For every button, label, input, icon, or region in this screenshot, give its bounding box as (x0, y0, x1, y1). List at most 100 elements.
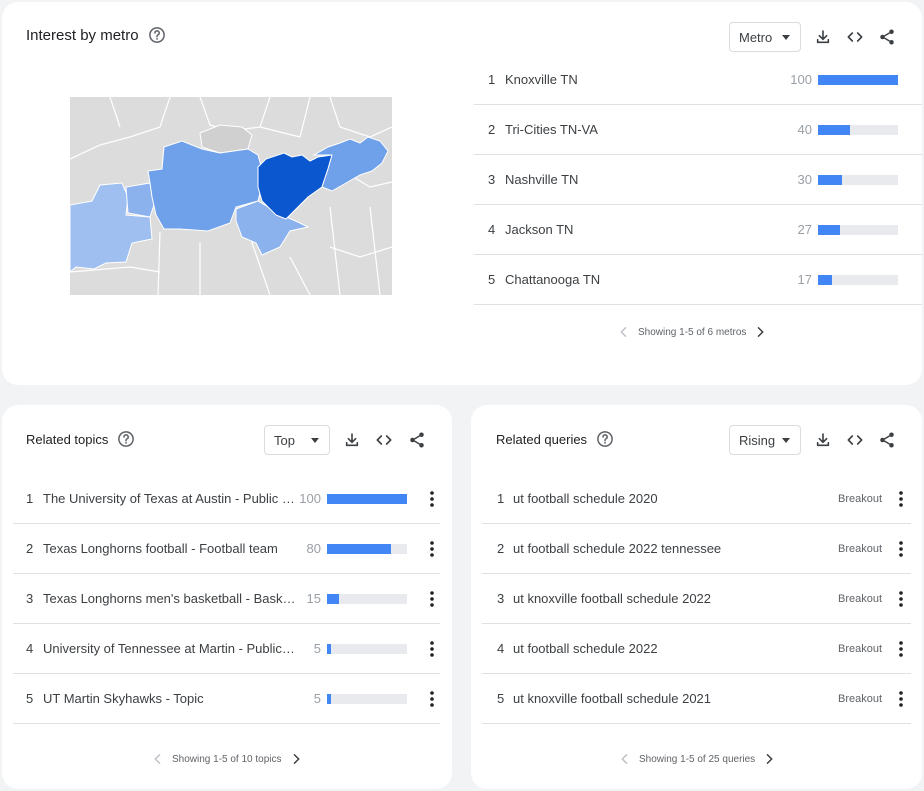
metro-row-label: Jackson TN (505, 222, 574, 237)
metro-row-value: 30 (797, 172, 812, 187)
topic-row-bar-fill (327, 494, 407, 504)
metro-row-value: 100 (790, 72, 812, 87)
queries-dropdown-value: Rising (739, 432, 776, 448)
more-vert-icon[interactable] (893, 639, 909, 659)
more-vert-icon[interactable] (893, 689, 909, 709)
topic-row-bar-fill (327, 544, 391, 554)
chevron-left-icon[interactable] (150, 751, 166, 767)
metro-row[interactable]: 5 Chattanooga TN 17 (474, 255, 922, 305)
queries-type-dropdown[interactable]: Rising (729, 425, 801, 455)
topics-list: 1 The University of Texas at Austin - Pu… (13, 474, 440, 729)
topic-row[interactable]: 4 University of Tennessee at Martin - Pu… (13, 624, 440, 674)
topics-card-title: Related topics (26, 430, 135, 448)
map-region-none (199, 124, 253, 154)
chevron-left-icon[interactable] (617, 751, 633, 767)
help-icon[interactable] (148, 26, 166, 44)
topic-row-label: The University of Texas at Austin - Publ… (43, 491, 297, 506)
metro-row-label: Chattanooga TN (505, 272, 601, 287)
metro-row-rank: 1 (488, 72, 496, 87)
metro-pager-text: Showing 1-5 of 6 metros (638, 326, 747, 338)
query-row-rank: 1 (497, 491, 505, 506)
metro-row-bar (818, 125, 898, 135)
topic-row-rank: 2 (26, 541, 34, 556)
chevron-right-icon[interactable] (752, 324, 768, 340)
query-row-rank: 5 (497, 691, 505, 706)
topic-row-label: Texas Longhorns men's basketball - Baske… (43, 591, 297, 606)
more-vert-icon[interactable] (424, 489, 440, 509)
topic-row[interactable]: 5 UT Martin Skyhawks - Topic 5 (13, 674, 440, 724)
metro-row-rank: 5 (488, 272, 496, 287)
more-vert-icon[interactable] (893, 539, 909, 559)
share-icon[interactable] (877, 27, 897, 47)
topic-row-label: Texas Longhorns football - Football team (43, 541, 278, 556)
metro-list: 1 Knoxville TN 100 2 Tri-Cities TN-VA 40… (474, 55, 922, 310)
topic-row[interactable]: 2 Texas Longhorns football - Football te… (13, 524, 440, 574)
dropdown-caret-icon (782, 35, 790, 40)
topic-row-value: 5 (313, 641, 321, 656)
metro-row[interactable]: 1 Knoxville TN 100 (474, 55, 922, 105)
more-vert-icon[interactable] (424, 689, 440, 709)
dropdown-caret-icon (311, 438, 319, 443)
metro-row[interactable]: 4 Jackson TN 27 (474, 205, 922, 255)
topic-row-label: University of Tennessee at Martin - Publ… (43, 641, 297, 656)
queries-card-title: Related queries (496, 430, 614, 448)
metro-row-rank: 4 (488, 222, 496, 237)
metro-row-label: Knoxville TN (505, 72, 578, 87)
metro-row-bar (818, 175, 898, 185)
help-icon[interactable] (117, 430, 135, 448)
query-row[interactable]: 2 ut football schedule 2022 tennessee Br… (482, 524, 911, 574)
topic-row-bar (327, 694, 407, 704)
metro-row[interactable]: 2 Tri-Cities TN-VA 40 (474, 105, 922, 155)
query-row-rank: 4 (497, 641, 505, 656)
queries-title-text: Related queries (496, 431, 588, 447)
embed-code-icon[interactable] (845, 430, 865, 450)
query-row[interactable]: 3 ut knoxville football schedule 2022 Br… (482, 574, 911, 624)
metro-row-value: 27 (797, 222, 812, 237)
share-icon[interactable] (407, 430, 427, 450)
map-region-tri-cities (312, 136, 389, 192)
metro-resolution-dropdown[interactable]: Metro (729, 22, 801, 52)
chevron-left-icon[interactable] (616, 324, 632, 340)
topics-type-dropdown[interactable]: Top (264, 425, 330, 455)
download-icon[interactable] (813, 27, 833, 47)
related-queries-card: Related queries Rising 1 ut football sch… (471, 405, 922, 789)
topic-row-value: 80 (306, 541, 321, 556)
metro-map[interactable] (70, 97, 392, 295)
topic-row[interactable]: 3 Texas Longhorns men's basketball - Bas… (13, 574, 440, 624)
query-row[interactable]: 1 ut football schedule 2020 Breakout (482, 474, 911, 524)
help-icon[interactable] (596, 430, 614, 448)
topics-pager: Showing 1-5 of 10 topics (150, 751, 304, 767)
dropdown-caret-icon (782, 438, 790, 443)
metro-row-value: 40 (797, 122, 812, 137)
more-vert-icon[interactable] (424, 589, 440, 609)
more-vert-icon[interactable] (893, 489, 909, 509)
metro-row-label: Tri-Cities TN-VA (505, 122, 598, 137)
query-row-breakout: Breakout (838, 492, 883, 505)
metro-row-bar-fill (818, 275, 832, 285)
topic-row-rank: 1 (26, 491, 34, 506)
metro-row-bar-fill (818, 125, 850, 135)
map-region-jackson (70, 182, 153, 273)
more-vert-icon[interactable] (424, 539, 440, 559)
query-row[interactable]: 5 ut knoxville football schedule 2021 Br… (482, 674, 911, 724)
chevron-right-icon[interactable] (288, 751, 304, 767)
query-row-breakout: Breakout (838, 642, 883, 655)
query-row-label: ut football schedule 2022 (513, 641, 658, 656)
topic-row[interactable]: 1 The University of Texas at Austin - Pu… (13, 474, 440, 524)
topic-row-bar (327, 644, 407, 654)
metro-row[interactable]: 3 Nashville TN 30 (474, 155, 922, 205)
query-row[interactable]: 4 ut football schedule 2022 Breakout (482, 624, 911, 674)
embed-code-icon[interactable] (374, 430, 394, 450)
map-region-small (125, 182, 155, 218)
download-icon[interactable] (813, 430, 833, 450)
metro-row-bar (818, 75, 898, 85)
chevron-right-icon[interactable] (761, 751, 777, 767)
more-vert-icon[interactable] (893, 589, 909, 609)
interest-by-metro-card: Interest by metro Metro (2, 2, 922, 385)
topics-dropdown-value: Top (274, 432, 295, 448)
share-icon[interactable] (877, 430, 897, 450)
more-vert-icon[interactable] (424, 639, 440, 659)
download-icon[interactable] (342, 430, 362, 450)
embed-code-icon[interactable] (845, 27, 865, 47)
metro-row-value: 17 (797, 272, 812, 287)
